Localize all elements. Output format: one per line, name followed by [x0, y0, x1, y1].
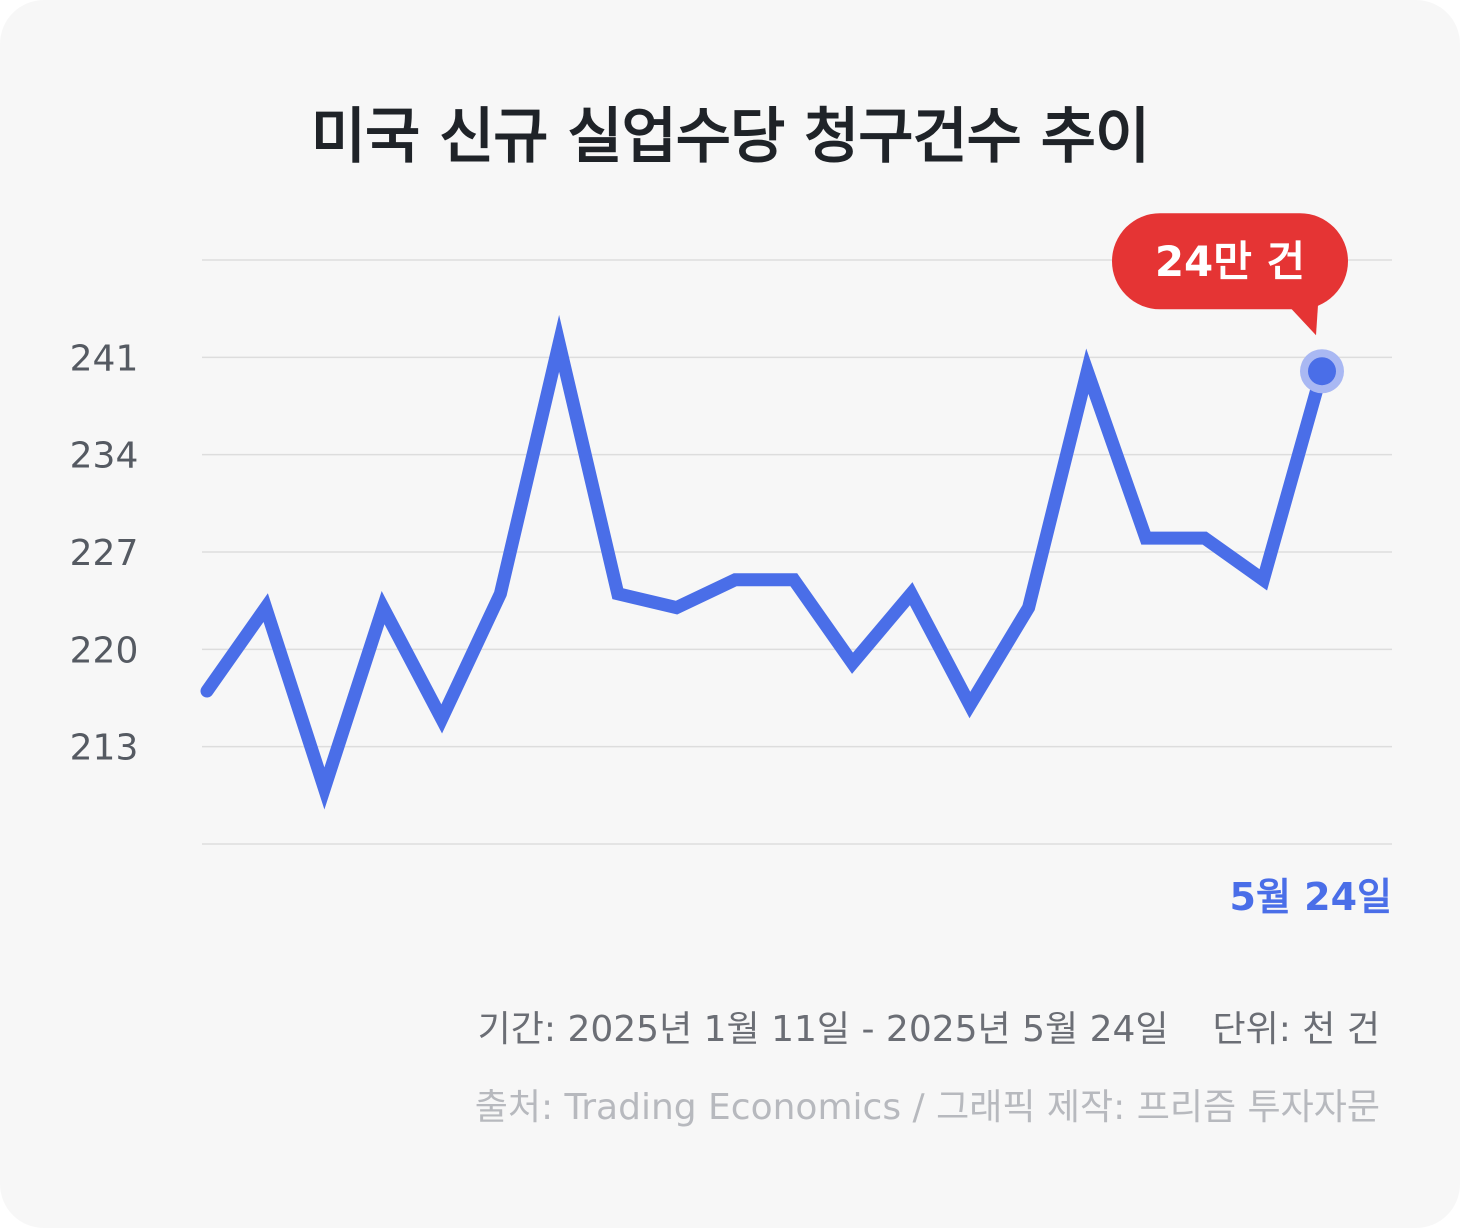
callout-bubble	[1112, 213, 1348, 310]
data-point	[556, 340, 562, 346]
unit-text: 단위: 천 건	[1212, 1009, 1381, 1050]
data-point	[967, 702, 973, 708]
series-line	[200, 314, 1329, 810]
data-point	[439, 716, 445, 722]
end-date-label: 5월 24일	[1230, 875, 1392, 919]
data-point	[1202, 535, 1208, 541]
data-point	[321, 785, 327, 791]
data-point	[263, 605, 269, 611]
data-point	[791, 577, 797, 583]
data-point	[615, 591, 621, 597]
y-tick-label: 234	[70, 436, 139, 477]
chart-title: 미국 신규 실업수당 청구건수 추이	[310, 102, 1150, 172]
period-line: 기간: 2025년 1월 11일 - 2025년 5월 24일 단위: 천 건	[478, 1000, 1380, 1052]
data-point	[1084, 368, 1090, 374]
end-marker-dot	[1308, 357, 1336, 386]
y-tick-label: 213	[70, 728, 139, 769]
data-point	[204, 688, 210, 694]
y-tick-label: 227	[70, 533, 139, 574]
callout-pointer	[1288, 305, 1318, 336]
data-point	[673, 605, 679, 611]
value-callout: 24만 건	[1112, 213, 1348, 336]
data-point	[732, 577, 738, 583]
series-group	[200, 314, 1329, 810]
callout-text: 24만 건	[1155, 237, 1305, 286]
data-point	[1260, 577, 1266, 583]
y-tick-label: 241	[70, 338, 139, 379]
grid-lines	[202, 259, 1392, 845]
data-point	[497, 591, 503, 597]
data-point	[380, 605, 386, 611]
period-text: 기간: 2025년 1월 11일 - 2025년 5월 24일	[477, 1009, 1169, 1050]
data-point	[1143, 535, 1149, 541]
y-axis-ticks: 241 234 227 220 213	[70, 338, 139, 768]
end-marker-group	[1300, 349, 1344, 394]
source-text: 출처: Trading Economics / 그래픽 제작: 프리즘 투자자문	[474, 1087, 1380, 1128]
data-point	[908, 591, 914, 597]
y-tick-label: 220	[70, 630, 139, 671]
data-point	[1026, 605, 1032, 611]
data-point	[850, 660, 856, 666]
